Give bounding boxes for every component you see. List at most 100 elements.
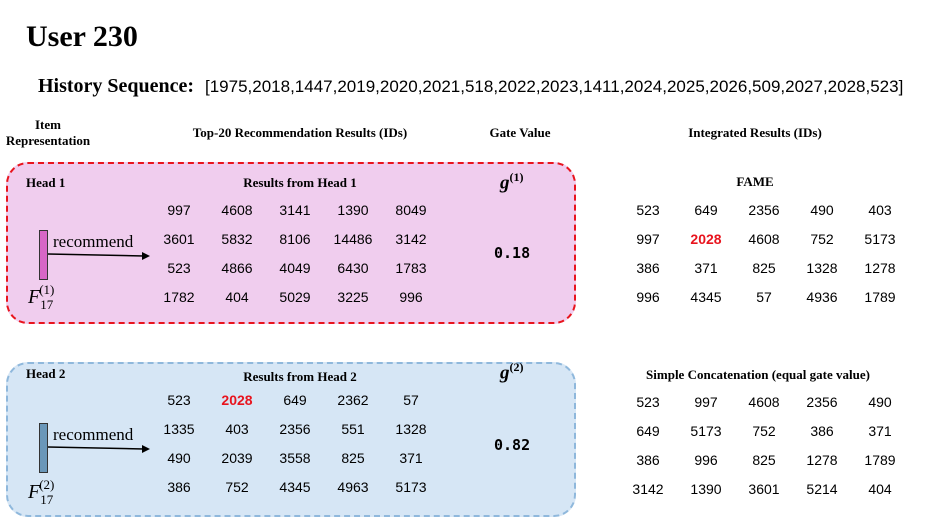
head1-cell-r1-c3: 14486 [333,231,373,247]
head1-cell-r3-c0: 1782 [163,289,195,305]
history-values: [1975,2018,1447,2019,2020,2021,518,2022,… [205,77,904,96]
head2-cell-r1-c2: 2356 [279,421,311,437]
item-representation-line2: Representation [5,133,91,148]
fame-cell-r1-c2: 4608 [748,231,780,247]
head1-cell-r2-c1: 4866 [221,260,253,276]
head2-cell-r2-c0: 490 [167,450,191,466]
head2-results-grid: 523 2028 649 2362 57 1335 403 2356 551 1328 490 203… [150,386,440,502]
concat-cell-r2-c0: 386 [636,452,660,468]
head1-cell-r3-c2: 5029 [279,289,311,305]
head2-f-symbol: F17(2) [28,477,55,507]
fame-title: FAME [736,174,774,189]
concat-cell-r1-c2: 752 [752,423,776,439]
fame-cell-r2-c1: 371 [694,260,718,276]
concat-cell-r3-c3: 5214 [806,481,838,497]
head2-cell-r0-c2: 649 [283,392,307,408]
head2-arrow [47,445,150,453]
head1-cell-r2-c3: 6430 [337,260,369,276]
gate-header: Gate Value [489,125,551,140]
head1-g-symbol: g(1) [500,170,524,194]
head2-cell-r2-c3: 825 [341,450,365,466]
head1-results-title: Results from Head 1 [243,175,357,190]
head2-cell-r0-c3: 2362 [337,392,369,408]
head2-cell-r3-c2: 4345 [279,479,311,495]
head2-cell-r3-c1: 752 [225,479,249,495]
concat-cell-r2-c3: 1278 [806,452,838,468]
fame-cell-r0-c1: 649 [694,202,718,218]
head1-item-bar [39,230,48,280]
history-label: History Sequence: [38,75,195,97]
head2-cell-r0-c0: 523 [167,392,191,408]
head2-g-symbol: g(2) [500,360,524,384]
fame-results-grid: 523 649 2356 490 403 997 2028 4608 752 5173 386 371… [619,196,909,312]
head1-cell-r1-c0: 3601 [163,231,195,247]
head2-cell-r0-c1: 2028 [221,392,253,408]
head2-cell-r3-c4: 5173 [395,479,427,495]
head2-cell-r0-c4: 57 [403,392,419,408]
fame-cell-r3-c1: 4345 [690,289,722,305]
fame-cell-r1-c4: 5173 [864,231,896,247]
head2-label: Head 2 [26,366,66,381]
concat-cell-r3-c0: 3142 [632,481,664,497]
head1-f-symbol: F17(1) [28,282,55,312]
item-representation-line1: Item [35,117,61,132]
concat-cell-r3-c2: 3601 [748,481,780,497]
head2-cell-r3-c3: 4963 [337,479,369,495]
head1-cell-r2-c0: 523 [167,260,191,276]
head1-cell-r0-c1: 4608 [221,202,253,218]
fame-cell-r2-c4: 1278 [864,260,896,276]
head2-gate-value: 0.82 [494,436,531,454]
head1-cell-r0-c4: 8049 [395,202,427,218]
concat-cell-r3-c4: 404 [868,481,892,497]
concat-cell-r1-c3: 386 [810,423,834,439]
head1-recommend-label: recommend [53,232,134,251]
head2-recommend-label: recommend [53,425,134,444]
concat-cell-r2-c1: 996 [694,452,718,468]
fame-cell-r1-c0: 997 [636,231,660,247]
head1-gate-value: 0.18 [494,244,531,262]
head1-results-grid: 997 4608 3141 1390 8049 3601 5832 8106 14486 3142… [150,196,440,312]
head1-cell-r1-c4: 3142 [395,231,427,247]
fame-cell-r1-c1: 2028 [690,231,722,247]
head2-item-bar [39,423,48,473]
concat-cell-r1-c4: 371 [868,423,892,439]
fame-cell-r2-c2: 825 [752,260,776,276]
fame-cell-r3-c4: 1789 [864,289,896,305]
head2-cell-r2-c2: 3558 [279,450,311,466]
concat-cell-r1-c1: 5173 [690,423,722,439]
concat-cell-r2-c2: 825 [752,452,776,468]
head1-arrow [47,252,150,260]
concat-cell-r0-c4: 490 [868,394,892,410]
fame-cell-r1-c3: 752 [810,231,834,247]
head2-cell-r1-c4: 1328 [395,421,427,437]
concat-cell-r0-c2: 4608 [748,394,780,410]
head1-cell-r2-c4: 1783 [395,260,427,276]
concat-cell-r0-c3: 2356 [806,394,838,410]
fame-cell-r0-c0: 523 [636,202,660,218]
head1-cell-r3-c3: 3225 [337,289,369,305]
head1-cell-r2-c2: 4049 [279,260,311,276]
head2-cell-r2-c4: 371 [399,450,423,466]
head1-cell-r1-c2: 8106 [279,231,311,247]
concat-results-grid: 523 997 4608 2356 490 649 5173 752 386 371 386 996 8… [619,388,909,504]
head1-cell-r0-c2: 3141 [279,202,311,218]
fame-cell-r2-c3: 1328 [806,260,838,276]
head1-cell-r0-c0: 997 [167,202,191,218]
head1-box [6,162,576,324]
head1-cell-r3-c1: 404 [225,289,249,305]
head1-label: Head 1 [26,175,66,190]
head2-cell-r3-c0: 386 [167,479,191,495]
concat-cell-r2-c4: 1789 [864,452,896,468]
item-representation-header: Item Representation [0,117,96,149]
fame-cell-r0-c3: 490 [810,202,834,218]
head1-cell-r0-c3: 1390 [337,202,369,218]
fame-cell-r2-c0: 386 [636,260,660,276]
head2-results-title: Results from Head 2 [243,369,357,384]
concat-cell-r0-c1: 997 [694,394,718,410]
fame-cell-r0-c4: 403 [868,202,892,218]
fame-cell-r3-c3: 4936 [806,289,838,305]
fame-cell-r3-c2: 57 [756,289,772,305]
head2-cell-r1-c3: 551 [341,421,365,437]
head2-cell-r1-c1: 403 [225,421,249,437]
concat-title: Simple Concatenation (equal gate value) [646,367,870,382]
